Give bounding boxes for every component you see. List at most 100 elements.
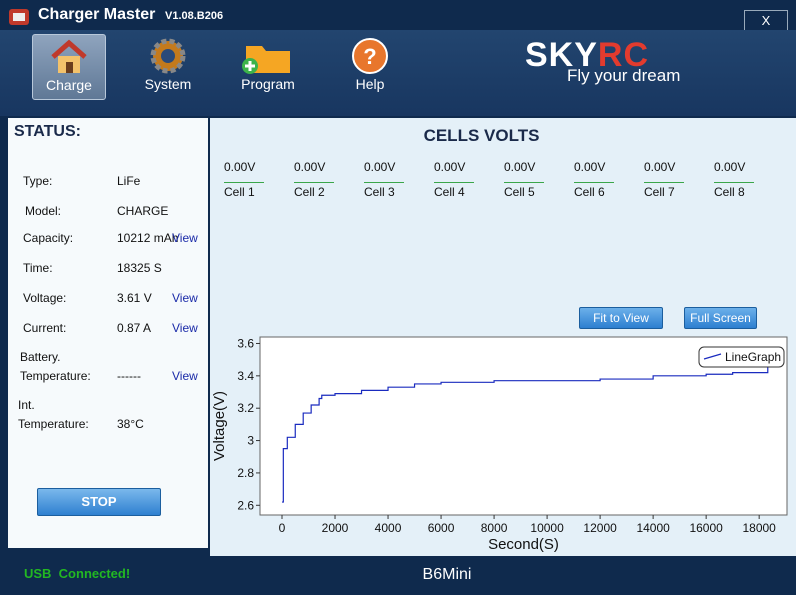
view-link[interactable]: View bbox=[172, 231, 198, 245]
y-tick-label: 2.8 bbox=[237, 466, 254, 480]
cell-underline bbox=[504, 182, 544, 183]
logo-tagline: Fly your dream bbox=[567, 66, 681, 85]
toolbar-icon bbox=[51, 39, 87, 73]
version: V1.08.B206 bbox=[165, 10, 224, 22]
full-screen-button[interactable]: Full Screen bbox=[684, 307, 757, 329]
x-tick-label: 10000 bbox=[530, 521, 564, 535]
chart: 2.6 2.8 3 3.2 3.4 3.6 0 2000 4000 6000 8000 10000 12… bbox=[211, 336, 788, 553]
status-value: 18325 S bbox=[117, 261, 162, 275]
view-link[interactable]: View bbox=[172, 369, 198, 383]
cell-volts: 0.00V bbox=[574, 160, 606, 174]
view-link[interactable]: View bbox=[172, 321, 198, 335]
logo-brand: SKY bbox=[525, 36, 598, 74]
status-label: Time: bbox=[23, 261, 53, 275]
status-label: Current: bbox=[23, 321, 67, 335]
toolbar-button[interactable]: Program bbox=[232, 34, 304, 98]
y-axis-label: Voltage(V) bbox=[211, 391, 228, 461]
x-tick-label: 18000 bbox=[742, 521, 776, 535]
status-label: Int. bbox=[18, 398, 35, 412]
cell-underline bbox=[714, 182, 754, 183]
cell-volts: 0.00V bbox=[504, 160, 536, 174]
y-tick-label: 3.6 bbox=[237, 336, 254, 350]
cell-volts: 0.00V bbox=[364, 160, 396, 174]
toolbar-button[interactable]: Charge bbox=[32, 34, 106, 100]
toolbar-label: System bbox=[144, 76, 192, 92]
fit-to-view-button[interactable]: Fit to View bbox=[579, 307, 663, 329]
toolbar-label: Charge bbox=[46, 77, 92, 93]
view-link[interactable]: View bbox=[172, 291, 198, 305]
cell-underline bbox=[294, 182, 334, 183]
toolbar-icon: ? bbox=[352, 38, 388, 74]
status-value: 10212 mAh bbox=[117, 231, 179, 245]
cell-label: Cell 2 bbox=[294, 185, 325, 199]
svg-text:?: ? bbox=[363, 44, 376, 69]
data-line bbox=[282, 366, 769, 503]
status-label: Temperature: bbox=[18, 417, 89, 431]
cell-underline bbox=[364, 182, 404, 183]
x-tick-label: 2000 bbox=[322, 521, 349, 535]
x-tick-label: 14000 bbox=[636, 521, 670, 535]
legend-label: LineGraph bbox=[725, 350, 781, 364]
cell-label: Cell 3 bbox=[364, 185, 395, 199]
y-tick-label: 3.4 bbox=[237, 369, 254, 383]
x-tick-label: 6000 bbox=[428, 521, 455, 535]
x-axis-label: Second(S) bbox=[488, 536, 559, 553]
x-tick-label: 8000 bbox=[481, 521, 508, 535]
toolbar-label: Program bbox=[241, 76, 295, 92]
status-label: Voltage: bbox=[23, 291, 67, 305]
cell-label: Cell 1 bbox=[224, 185, 255, 199]
status-bar: USB Connected! B6Mini bbox=[0, 556, 796, 595]
y-tick-label: 3.2 bbox=[237, 401, 254, 415]
cell-underline bbox=[224, 182, 264, 183]
device-name: B6Mini bbox=[422, 566, 472, 583]
status-value: 38°C bbox=[117, 417, 144, 431]
cell-label: Cell 6 bbox=[574, 185, 605, 199]
cell-volts: 0.00V bbox=[644, 160, 676, 174]
status-label: Capacity: bbox=[23, 231, 74, 245]
toolbar-icon bbox=[150, 38, 186, 74]
cell-underline bbox=[574, 182, 614, 183]
toolbar-button[interactable]: ? Help bbox=[334, 34, 406, 98]
legend-swatch bbox=[703, 353, 722, 360]
cells-title: CELLS VOLTS bbox=[423, 126, 540, 145]
status-label: Temperature: bbox=[20, 369, 91, 383]
x-tick-label: 0 bbox=[279, 521, 286, 535]
cell-volts: 0.00V bbox=[714, 160, 746, 174]
status-title: STATUS: bbox=[14, 123, 81, 140]
cell-volts: 0.00V bbox=[294, 160, 326, 174]
x-tick-label: 16000 bbox=[689, 521, 723, 535]
status-label: Model: bbox=[25, 204, 62, 218]
status-value: CHARGE bbox=[117, 204, 169, 218]
cell-volts: 0.00V bbox=[434, 160, 466, 174]
y-tick-label: 2.6 bbox=[237, 498, 254, 512]
plot-area bbox=[259, 336, 788, 516]
status-value: LiFe bbox=[117, 174, 141, 188]
x-tick-label: 12000 bbox=[583, 521, 617, 535]
stop-button[interactable]: STOP bbox=[37, 488, 161, 516]
close-button[interactable]: X bbox=[744, 10, 788, 32]
toolbar-icon bbox=[242, 46, 290, 74]
y-tick-label: 3 bbox=[247, 434, 254, 448]
cell-volts: 0.00V bbox=[224, 160, 256, 174]
status-value: 0.87 A bbox=[117, 321, 152, 335]
toolbar-label: Help bbox=[355, 76, 385, 92]
x-tick-label: 4000 bbox=[375, 521, 402, 535]
cell-label: Cell 7 bbox=[644, 185, 675, 199]
status-value: 3.61 V bbox=[117, 291, 152, 305]
app-icon bbox=[9, 9, 29, 25]
status-panel: STATUS: bbox=[8, 118, 208, 548]
cell-underline bbox=[644, 182, 684, 183]
window-title: Charger Master bbox=[38, 6, 156, 23]
cell-label: Cell 8 bbox=[714, 185, 745, 199]
logo-brand: RC bbox=[597, 36, 650, 74]
cell-underline bbox=[434, 182, 474, 183]
legend-box bbox=[698, 346, 785, 368]
usb-status: USB Connected! bbox=[24, 566, 131, 581]
logo: SKYRC Fly your dream bbox=[525, 38, 680, 86]
toolbar: Charge System Program? Help bbox=[0, 30, 796, 116]
status-label: Battery. bbox=[20, 350, 61, 364]
status-label: Type: bbox=[23, 174, 53, 188]
cell-label: Cell 4 bbox=[434, 185, 465, 199]
toolbar-button[interactable]: System bbox=[132, 34, 204, 98]
